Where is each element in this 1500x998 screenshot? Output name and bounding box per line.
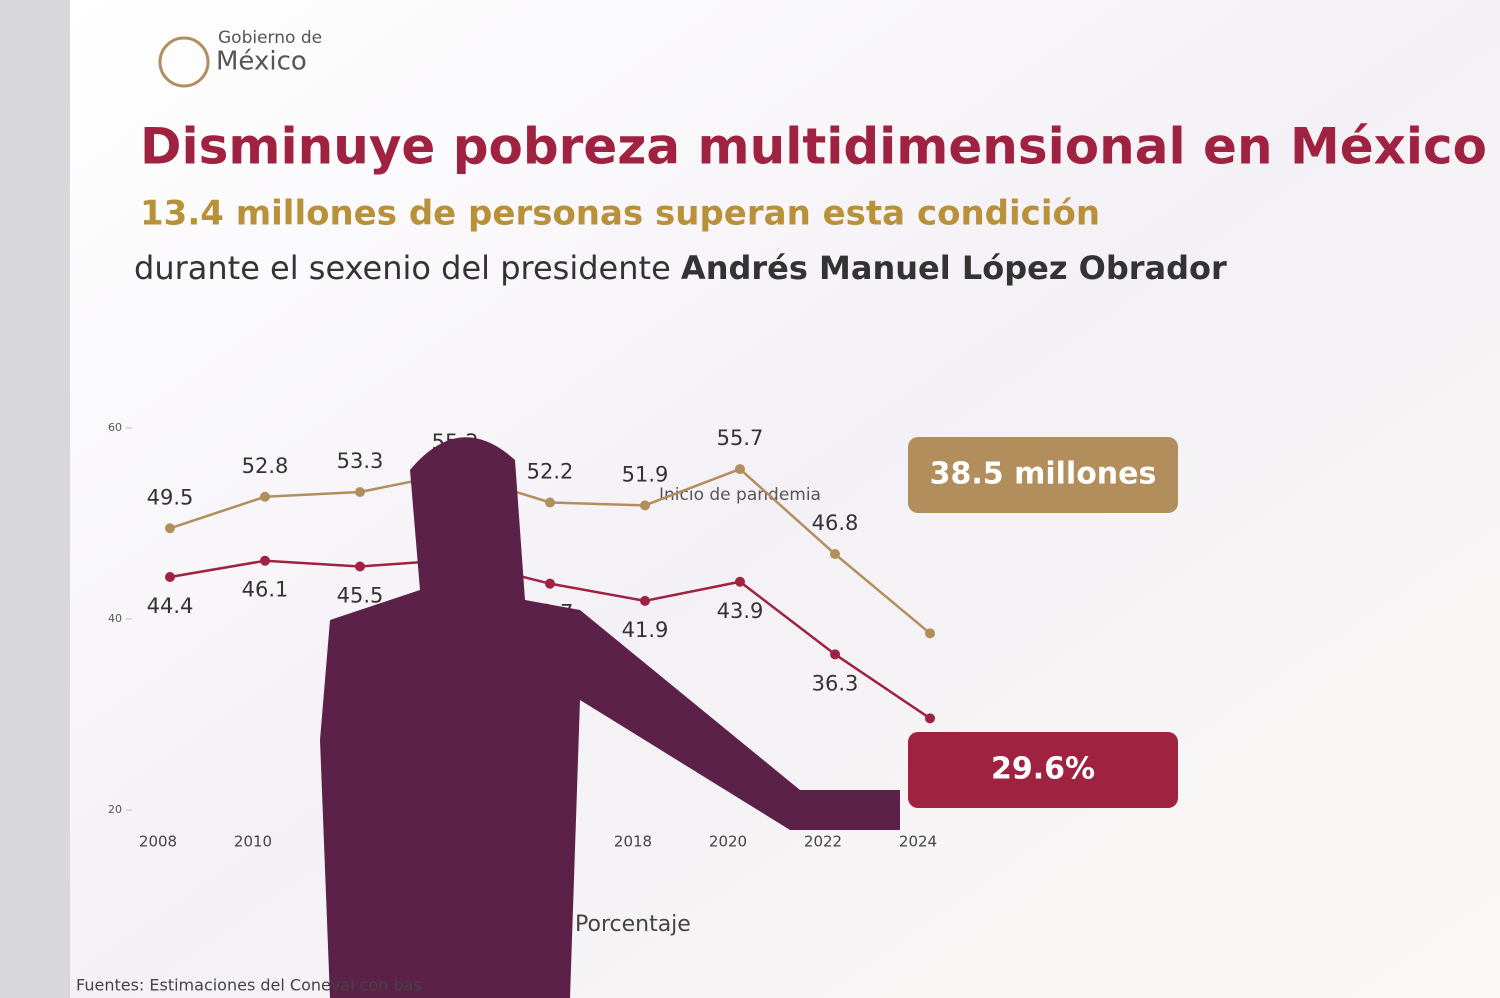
x-tick-label: 2010 [234, 833, 272, 851]
data-point [830, 649, 840, 660]
data-point [165, 523, 175, 534]
data-label: 51.9 [622, 462, 669, 486]
data-label: 45.5 [337, 583, 384, 607]
data-label: 46.8 [812, 511, 859, 535]
data-label: 43.9 [717, 599, 764, 623]
data-label: 41.9 [622, 618, 669, 642]
value-badge [908, 732, 1178, 808]
screen [70, 0, 1500, 998]
data-point [640, 595, 650, 606]
data-label: 46.1 [242, 578, 289, 602]
data-label: 53.3 [337, 449, 384, 473]
x-tick-label: 2020 [709, 833, 747, 851]
data-label: 44.4 [147, 594, 194, 618]
data-point [165, 571, 175, 582]
data-label: 52.2 [527, 459, 574, 483]
data-point [830, 549, 840, 560]
y-axis-label: Porcentaje [575, 912, 691, 937]
data-label: 55.7 [717, 426, 764, 450]
y-tick-label: 40 [108, 612, 122, 625]
logo-text: Gobierno de [218, 28, 322, 48]
value-badge [908, 437, 1178, 513]
presenter [320, 437, 900, 998]
data-label: 38.5 millones [930, 457, 1157, 492]
data-label: 29.6% [991, 752, 1095, 787]
subtitle-regular: durante el sexenio del presidente [134, 249, 671, 287]
y-tick-label: 20 [108, 803, 122, 816]
data-label: 36.3 [812, 671, 859, 695]
data-point [355, 486, 365, 497]
data-point [735, 576, 745, 587]
x-tick-label: 2024 [899, 833, 937, 851]
logo-text: México [216, 47, 307, 77]
x-tick-label: 2022 [804, 833, 842, 851]
data-point [735, 464, 745, 475]
subtitle-bold: Andrés Manuel López Obrador [681, 249, 1227, 287]
data-label: 52.8 [242, 454, 289, 478]
subtitle: 13.4 millones de personas superan esta c… [140, 194, 1100, 234]
data-point [260, 555, 270, 566]
data-point [260, 491, 270, 502]
data-point [545, 578, 555, 589]
data-point [545, 497, 555, 508]
x-tick-label: 2018 [614, 833, 652, 851]
logo-emblem [158, 36, 210, 88]
x-tick-label: 2008 [139, 833, 177, 851]
data-point [640, 500, 650, 511]
data-point [925, 628, 935, 639]
y-tick-label: 60 [108, 421, 122, 434]
subtitle: durante el sexenio del presidente Andrés… [134, 249, 1227, 287]
data-point [925, 713, 935, 724]
title: Disminuye pobreza multidimensional en Mé… [140, 118, 1487, 176]
data-point [355, 561, 365, 572]
footer: Fuentes: Estimaciones del Coneval con ba… [76, 976, 422, 995]
data-label: 49.5 [147, 485, 194, 509]
annotation: Inicio de pandemia [659, 485, 821, 505]
